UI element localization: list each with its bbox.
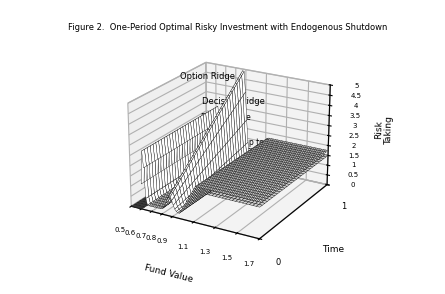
Title: Figure 2.  One-Period Optimal Risky Investment with Endogenous Shutdown: Figure 2. One-Period Optimal Risky Inves… (69, 23, 388, 32)
Y-axis label: Time: Time (322, 245, 344, 254)
X-axis label: Fund Value: Fund Value (143, 263, 194, 284)
